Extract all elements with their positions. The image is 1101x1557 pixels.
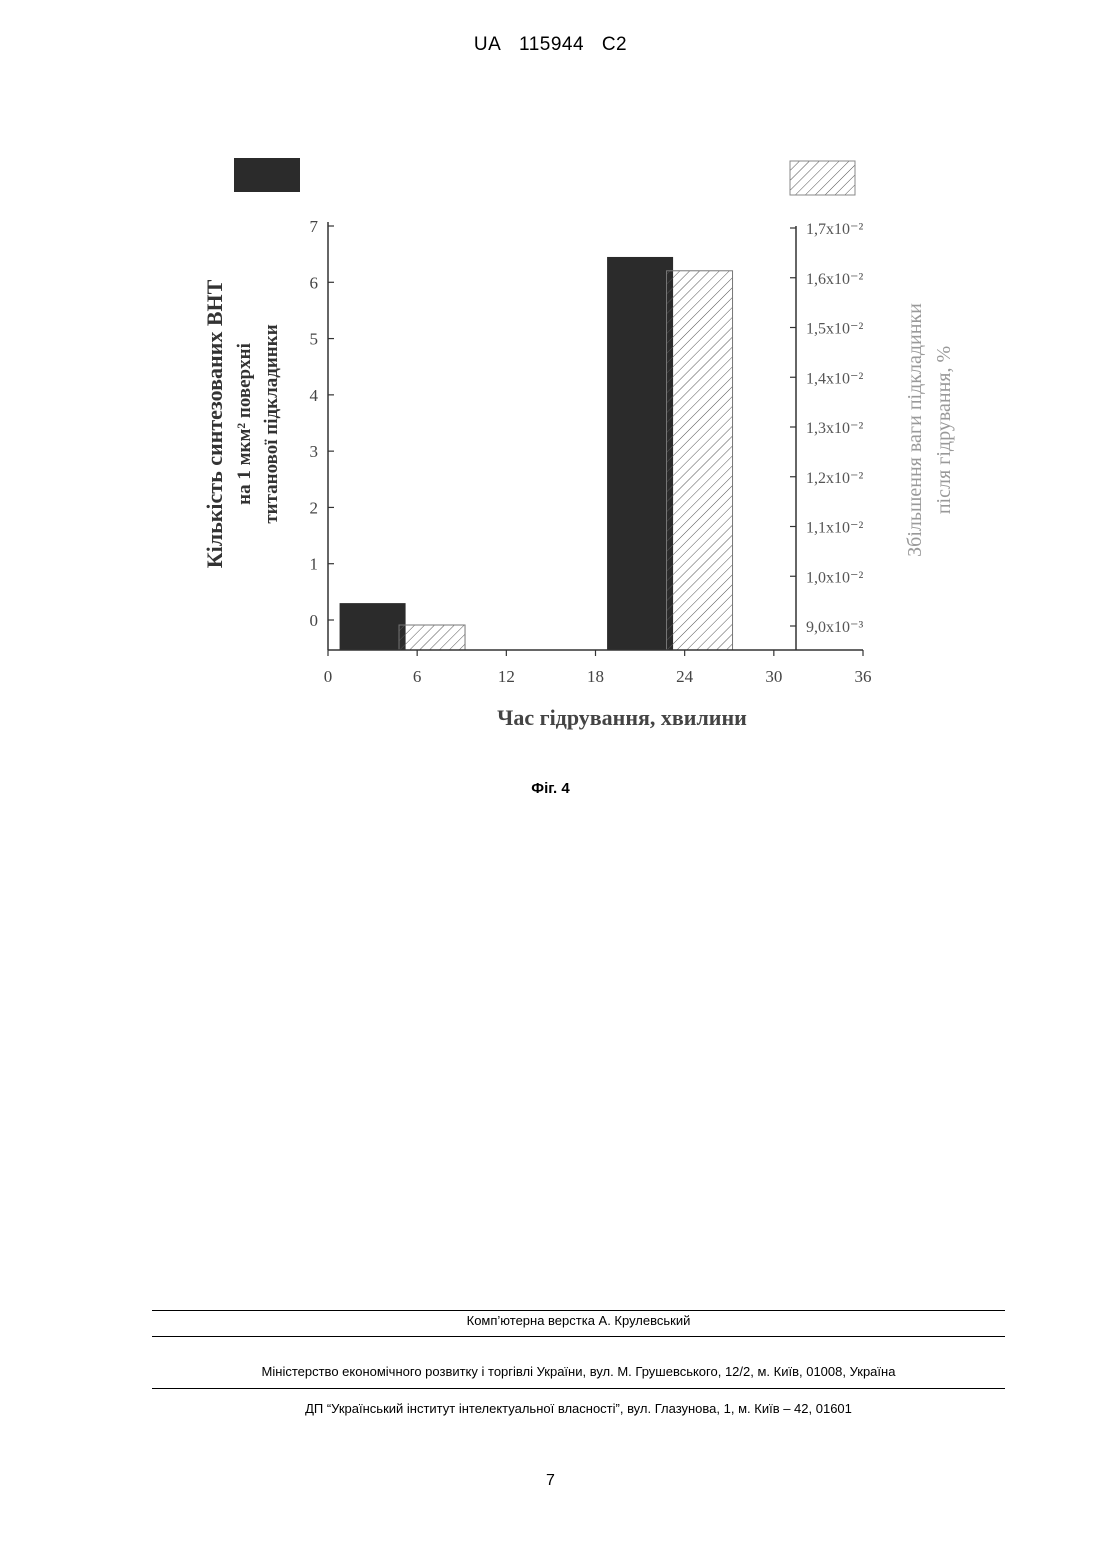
- x-tick-label: 12: [498, 667, 515, 686]
- left-axis-title-line: Кількість синтезованих ВНТ: [202, 279, 227, 568]
- right-axis-title-line: Збільшення ваги підкладинки: [904, 303, 926, 557]
- right-tick-label: 1,1x10⁻²: [806, 520, 863, 537]
- footer-divider: [152, 1310, 1005, 1311]
- x-tick-label: 24: [676, 667, 694, 686]
- x-tick-label: 36: [855, 667, 872, 686]
- footer-divider: [152, 1336, 1005, 1337]
- right-tick-label: 9,0x10⁻³: [806, 619, 863, 636]
- x-tick-label: 30: [765, 667, 782, 686]
- x-tick-label: 0: [324, 667, 333, 686]
- right-tick-label: 1,5x10⁻²: [806, 321, 863, 338]
- footer-divider: [152, 1388, 1005, 1389]
- right-axis-title-line: після гідрування, %: [933, 346, 955, 514]
- bar-chart: 061218243036012345679,0x10⁻³1,0x10⁻²1,1x…: [0, 0, 1101, 760]
- left-tick-label: 6: [310, 273, 319, 292]
- right-tick-label: 1,2x10⁻²: [806, 470, 863, 487]
- x-axis-title: Час гідрування, хвилини: [497, 705, 747, 730]
- bar-solid: [607, 257, 673, 650]
- left-tick-label: 5: [310, 330, 319, 349]
- bar-hatched: [667, 271, 733, 650]
- footer-typesetter: Комп’ютерна верстка А. Крулевський: [152, 1313, 1005, 1328]
- left-axis-title-line: титанової підкладинки: [261, 324, 282, 523]
- left-tick-label: 3: [310, 442, 319, 461]
- right-tick-label: 1,3x10⁻²: [806, 420, 863, 437]
- right-tick-label: 1,0x10⁻²: [806, 569, 863, 586]
- left-tick-label: 7: [310, 217, 319, 236]
- legend-swatch-solid: [234, 158, 300, 192]
- bar-hatched: [399, 625, 465, 650]
- x-tick-label: 6: [413, 667, 422, 686]
- left-tick-label: 0: [310, 611, 319, 630]
- page-number: 7: [0, 1472, 1101, 1490]
- x-tick-label: 18: [587, 667, 604, 686]
- footer-ministry: Міністерство економічного розвитку і тор…: [152, 1364, 1005, 1379]
- legend-swatch-hatched: [790, 161, 855, 195]
- figure-caption: Фіг. 4: [0, 780, 1101, 797]
- footer-institute: ДП “Український інститут інтелектуальної…: [152, 1401, 1005, 1416]
- right-tick-label: 1,4x10⁻²: [806, 370, 863, 387]
- left-tick-label: 2: [310, 498, 319, 517]
- bar-solid: [340, 603, 406, 650]
- left-tick-label: 4: [310, 386, 319, 405]
- left-tick-label: 1: [310, 555, 319, 574]
- right-tick-label: 1,7x10⁻²: [806, 221, 863, 238]
- right-tick-label: 1,6x10⁻²: [806, 271, 863, 288]
- left-axis-title-line: на 1 мкм² поверхні: [234, 343, 255, 505]
